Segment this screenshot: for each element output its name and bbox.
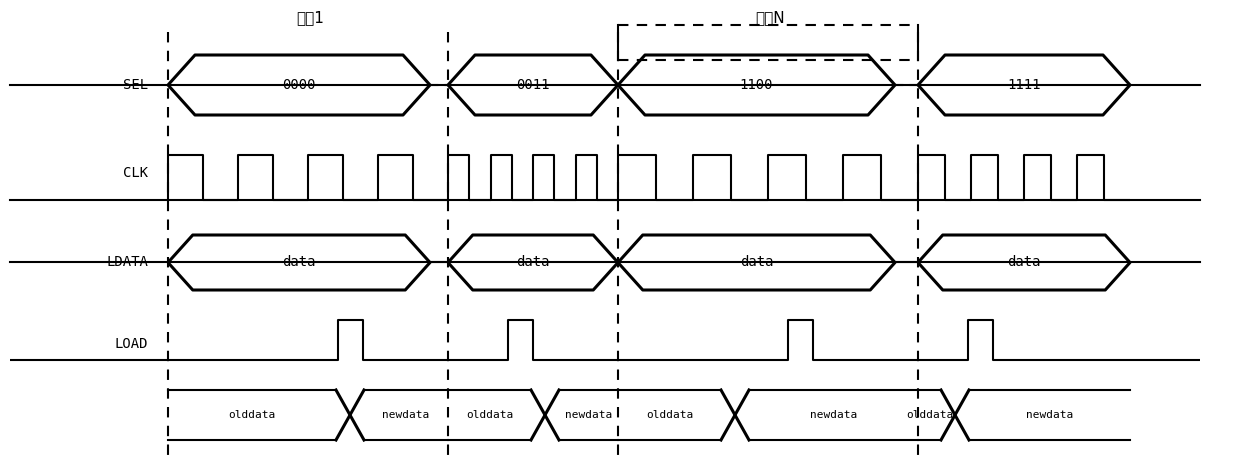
Text: LOAD: LOAD — [114, 337, 148, 351]
Text: LDATA: LDATA — [107, 256, 148, 270]
Text: olddata: olddata — [906, 410, 954, 420]
Text: 0011: 0011 — [516, 78, 549, 92]
Text: newdata: newdata — [810, 410, 857, 420]
Text: olddata: olddata — [228, 410, 275, 420]
Text: data: data — [283, 256, 316, 270]
Text: newdata: newdata — [565, 410, 613, 420]
Text: data: data — [740, 256, 774, 270]
Text: SEL: SEL — [123, 78, 148, 92]
Text: olddata: olddata — [466, 410, 513, 420]
Text: 0000: 0000 — [283, 78, 316, 92]
Text: newdata: newdata — [1025, 410, 1073, 420]
Text: olddata: olddata — [646, 410, 693, 420]
Text: newdata: newdata — [382, 410, 429, 420]
Text: data: data — [516, 256, 549, 270]
Text: 1111: 1111 — [1007, 78, 1040, 92]
Text: data: data — [1007, 256, 1040, 270]
Text: CLK: CLK — [123, 166, 148, 180]
Text: 组件1: 组件1 — [296, 10, 324, 25]
Text: 1100: 1100 — [740, 78, 774, 92]
Text: 组件N: 组件N — [755, 10, 785, 25]
